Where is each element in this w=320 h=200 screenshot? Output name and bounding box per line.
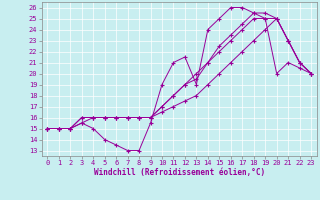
X-axis label: Windchill (Refroidissement éolien,°C): Windchill (Refroidissement éolien,°C) [94,168,265,177]
